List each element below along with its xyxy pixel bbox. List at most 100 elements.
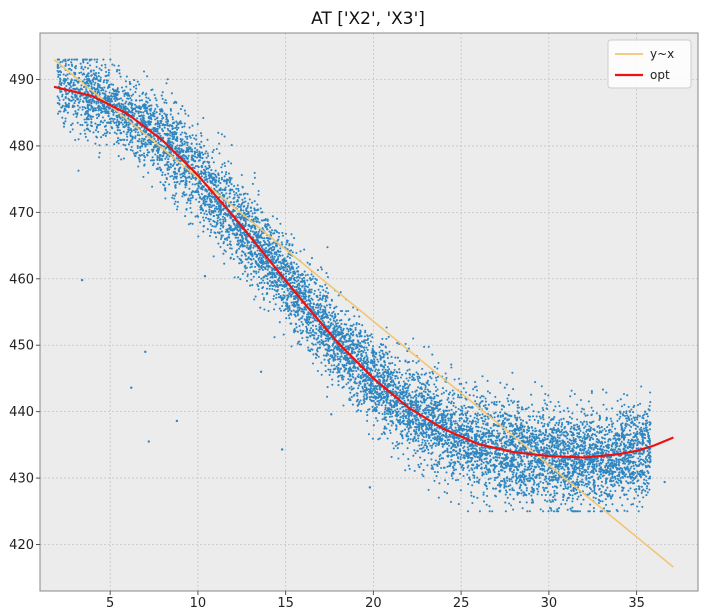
- scatter-point: [424, 385, 427, 389]
- scatter-point: [377, 360, 380, 363]
- scatter-point: [271, 287, 274, 291]
- scatter-point: [507, 394, 510, 397]
- scatter-point: [436, 394, 440, 397]
- scatter-point: [259, 233, 263, 236]
- scatter-point: [621, 504, 624, 507]
- scatter-point: [114, 99, 117, 103]
- scatter-point: [209, 223, 212, 226]
- scatter-point: [190, 177, 193, 181]
- scatter-point: [554, 405, 557, 408]
- scatter-point: [74, 112, 77, 115]
- scatter-point: [582, 498, 585, 501]
- scatter-point: [250, 210, 253, 213]
- scatter-point: [298, 276, 301, 279]
- scatter-point: [226, 244, 229, 247]
- scatter-point: [417, 360, 420, 363]
- scatter-point: [475, 395, 479, 399]
- scatter-point: [96, 117, 99, 120]
- scatter-point: [505, 485, 508, 488]
- scatter-point: [445, 409, 448, 412]
- scatter-point: [332, 327, 335, 330]
- scatter-point: [425, 404, 428, 407]
- scatter-point: [222, 213, 226, 216]
- scatter-point: [551, 442, 554, 445]
- scatter-point: [540, 385, 543, 388]
- scatter-point: [321, 285, 324, 288]
- scatter-point: [291, 243, 294, 246]
- scatter-point: [648, 404, 651, 407]
- scatter-point: [109, 120, 112, 123]
- scatter-point: [326, 395, 329, 398]
- scatter-point: [563, 468, 566, 471]
- scatter-point: [123, 113, 126, 116]
- scatter-point: [407, 458, 410, 461]
- scatter-point: [262, 279, 265, 282]
- scatter-point: [605, 449, 608, 452]
- scatter-point: [256, 217, 260, 221]
- scatter-point: [460, 405, 463, 408]
- scatter-point: [475, 445, 478, 448]
- scatter-point: [595, 434, 598, 438]
- scatter-point: [543, 470, 546, 473]
- scatter-point: [197, 215, 200, 218]
- scatter-point: [419, 456, 422, 459]
- scatter-point: [303, 306, 306, 309]
- scatter-point: [90, 58, 93, 61]
- scatter-point: [189, 202, 192, 205]
- scatter-point: [164, 181, 167, 184]
- scatter-point: [306, 331, 309, 334]
- scatter-point: [141, 137, 144, 140]
- scatter-point: [128, 80, 131, 83]
- scatter-point: [181, 131, 184, 134]
- scatter-point: [146, 154, 149, 157]
- scatter-point: [253, 171, 256, 174]
- scatter-point: [309, 327, 313, 330]
- scatter-point: [349, 366, 352, 369]
- scatter-point: [566, 487, 569, 490]
- scatter-point: [139, 149, 142, 152]
- scatter-point: [324, 290, 327, 293]
- scatter-point: [197, 193, 201, 196]
- scatter-point: [386, 365, 389, 368]
- scatter-point: [638, 455, 641, 458]
- scatter-point: [472, 447, 475, 450]
- scatter-point: [347, 309, 350, 313]
- scatter-point: [508, 479, 511, 483]
- scatter-point: [218, 142, 221, 145]
- scatter-point: [345, 348, 348, 351]
- scatter-point: [97, 72, 100, 75]
- scatter-point: [498, 400, 501, 403]
- scatter-point: [56, 112, 60, 115]
- scatter-point: [228, 195, 231, 199]
- scatter-point: [380, 404, 383, 407]
- scatter-point: [489, 426, 492, 430]
- scatter-point: [481, 471, 484, 474]
- scatter-point: [399, 384, 402, 387]
- scatter-point: [87, 115, 90, 118]
- scatter-point: [524, 441, 527, 444]
- scatter-point: [312, 315, 315, 319]
- scatter-point: [415, 416, 418, 419]
- scatter-point: [236, 228, 239, 231]
- scatter-point: [390, 415, 394, 418]
- scatter-point: [569, 507, 572, 510]
- scatter-point: [317, 329, 320, 332]
- scatter-point: [414, 408, 417, 411]
- scatter-point: [246, 273, 249, 276]
- scatter-point: [447, 396, 450, 400]
- scatter-point: [263, 308, 266, 311]
- scatter-point: [559, 410, 562, 413]
- scatter-point: [113, 64, 116, 67]
- scatter-point: [222, 252, 225, 255]
- scatter-point: [428, 425, 431, 428]
- scatter-point: [102, 134, 105, 137]
- scatter-point: [287, 310, 290, 313]
- scatter-point: [252, 270, 255, 273]
- scatter-point: [484, 397, 487, 400]
- scatter-point: [510, 399, 513, 402]
- scatter-point: [566, 450, 569, 453]
- scatter-point: [176, 200, 180, 204]
- scatter-point: [586, 433, 590, 436]
- scatter-point: [138, 99, 141, 102]
- scatter-point: [368, 396, 371, 399]
